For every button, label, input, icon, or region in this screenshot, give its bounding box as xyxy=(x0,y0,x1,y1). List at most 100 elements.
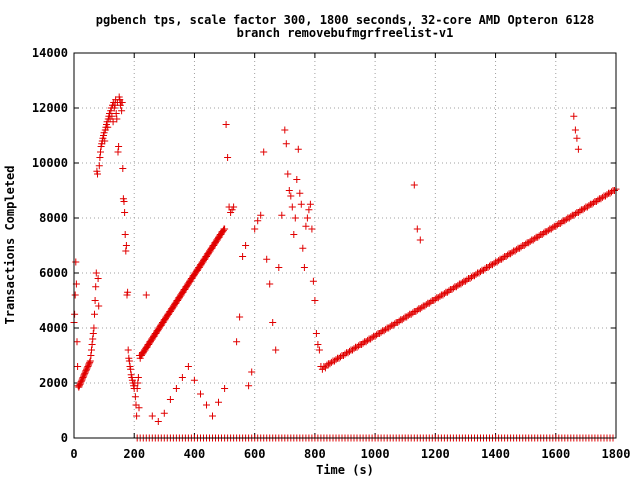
data-point xyxy=(495,257,503,265)
data-point xyxy=(94,275,102,282)
data-point xyxy=(97,148,104,156)
data-point xyxy=(585,202,593,210)
data-point xyxy=(95,162,103,170)
data-point xyxy=(281,126,289,134)
data-point xyxy=(436,292,444,300)
data-point xyxy=(531,235,539,243)
data-point xyxy=(327,358,335,366)
data-point xyxy=(108,112,116,120)
data-point xyxy=(481,265,489,273)
data-point xyxy=(122,247,130,255)
data-point xyxy=(166,396,174,403)
data-point xyxy=(89,330,97,337)
data-point xyxy=(454,281,462,289)
data-point xyxy=(571,126,579,134)
data-point xyxy=(219,226,227,234)
data-point xyxy=(291,214,299,222)
data-point xyxy=(278,211,286,219)
data-point xyxy=(178,374,186,381)
data-point xyxy=(239,253,247,260)
data-point xyxy=(92,269,100,277)
data-point xyxy=(251,225,259,233)
data-point xyxy=(309,277,317,285)
data-point xyxy=(282,140,290,148)
y-axis-label: Transactions Completed xyxy=(3,166,17,325)
data-point xyxy=(245,382,253,390)
data-point xyxy=(302,222,310,230)
data-point xyxy=(119,165,127,172)
data-point xyxy=(382,325,390,333)
data-points xyxy=(70,93,620,442)
data-point xyxy=(416,236,424,244)
grid xyxy=(74,53,616,438)
data-point xyxy=(115,143,123,150)
data-point xyxy=(122,242,130,249)
data-point xyxy=(233,338,241,346)
data-point xyxy=(355,342,363,350)
data-point xyxy=(580,204,588,212)
data-point xyxy=(109,118,117,126)
y-tick-label: 12000 xyxy=(32,101,68,115)
data-point xyxy=(86,358,94,366)
data-point xyxy=(305,206,313,214)
data-point xyxy=(571,210,579,218)
data-point xyxy=(209,412,216,420)
axis-ticks: 0 200 400 600 800 1000 1200 1400 1600 1800 0 2000 40… xyxy=(32,46,631,461)
data-point xyxy=(190,376,198,384)
data-point xyxy=(608,188,615,196)
data-point xyxy=(413,306,421,314)
data-point xyxy=(410,181,418,189)
x-tick-label: 800 xyxy=(304,447,326,461)
x-tick-label: 1800 xyxy=(602,447,631,461)
data-point xyxy=(95,302,103,310)
data-point xyxy=(257,211,265,219)
data-point xyxy=(184,363,192,370)
x-tick-label: 0 xyxy=(70,447,77,461)
data-point xyxy=(440,290,448,298)
data-point xyxy=(134,379,142,387)
data-point xyxy=(160,409,168,417)
data-point xyxy=(413,225,421,233)
data-point xyxy=(113,115,121,123)
data-point xyxy=(94,170,101,178)
data-point xyxy=(134,374,142,381)
data-point xyxy=(368,334,376,342)
data-point xyxy=(221,385,229,392)
data-point xyxy=(254,217,262,225)
data-point xyxy=(275,264,283,271)
data-point xyxy=(364,336,372,344)
chart-subtitle: branch removebufmgrfreelist-v1 xyxy=(237,26,454,40)
plot-frame xyxy=(73,52,617,439)
y-tick-label: 14000 xyxy=(32,46,68,60)
data-point xyxy=(477,268,484,276)
data-point xyxy=(589,199,597,207)
data-point xyxy=(154,418,162,425)
data-point xyxy=(350,345,358,353)
data-point xyxy=(88,341,96,348)
data-point xyxy=(272,346,280,354)
data-point xyxy=(121,231,129,238)
data-point xyxy=(391,320,399,328)
data-point xyxy=(125,357,133,365)
data-point xyxy=(458,279,466,287)
data-point xyxy=(89,335,97,343)
data-point xyxy=(431,295,439,303)
data-point xyxy=(133,385,141,392)
data-point xyxy=(287,192,295,200)
data-point xyxy=(296,189,304,197)
data-point xyxy=(418,303,426,311)
data-point xyxy=(300,264,308,271)
y-tick-label: 8000 xyxy=(39,211,68,225)
chart-title: pgbench tps, scale factor 300, 1800 seco… xyxy=(96,13,595,27)
data-point xyxy=(71,291,79,299)
data-point xyxy=(311,297,319,304)
x-tick-label: 1600 xyxy=(541,447,570,461)
data-point xyxy=(260,148,268,156)
data-point xyxy=(463,276,471,284)
data-point xyxy=(472,270,480,278)
data-point xyxy=(400,314,408,322)
data-point xyxy=(88,346,95,354)
data-point xyxy=(135,404,143,412)
data-point xyxy=(112,110,120,117)
data-point xyxy=(197,390,204,398)
